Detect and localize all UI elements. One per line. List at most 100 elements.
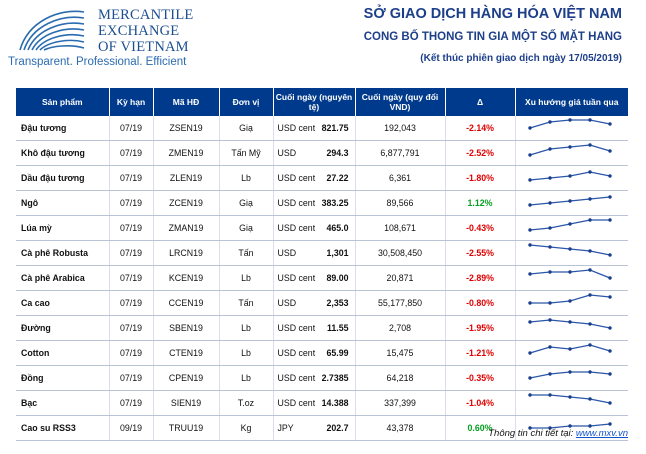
term: 09/19 <box>109 415 154 441</box>
contract-code: ZLEN19 <box>153 165 220 191</box>
product-name: Lúa mỳ <box>16 215 110 241</box>
trend-sparkline <box>527 218 612 232</box>
session-note: (Kết thúc phiên giao dịch ngày 17/05/201… <box>420 53 622 64</box>
term: 07/19 <box>109 315 154 341</box>
trend-cell <box>515 116 628 141</box>
trend-point <box>587 370 592 374</box>
trend-sparkline <box>527 268 612 280</box>
trend-point <box>607 253 612 257</box>
trend-point <box>587 218 592 222</box>
trend-sparkline <box>527 118 612 130</box>
trend-sparkline <box>527 293 612 305</box>
trend-point <box>607 372 612 376</box>
page-subtitle: CONG BỐ THONG TIN GIA MỘT SỐ MẶT HANG <box>363 31 622 43</box>
unit: Lb <box>219 265 274 291</box>
trend-sparkline <box>527 370 612 380</box>
price: 2,353 <box>326 298 349 308</box>
unit: Lb <box>219 315 274 341</box>
price-vnd: 55,177,850 <box>355 290 446 316</box>
table-row: Dầu đậu tương 07/19 ZLEN19 Lb USD cent 27.22 6… <box>16 165 628 191</box>
contract-code: ZCEN19 <box>153 190 220 216</box>
table-row: Ngô 07/19 ZCEN19 Giạ USD cent 383.25 89,566 1.1… <box>16 190 628 216</box>
unit: Kg <box>219 415 274 441</box>
trend-point <box>547 226 552 230</box>
website-link[interactable]: www.mxv.vn <box>575 428 628 439</box>
trend-point <box>547 345 552 349</box>
page-title: SỞ GIAO DỊCH HÀNG HÓA VIỆT NAM <box>363 6 622 22</box>
product-name: Đường <box>16 315 110 341</box>
trend-point <box>567 118 572 122</box>
trend-point <box>567 199 572 203</box>
price-vnd: 192,043 <box>355 116 446 141</box>
footer-text: Thông tin chi tiết tại: <box>488 428 576 439</box>
change-value: -1.21% <box>445 340 516 366</box>
table-row: Khô đậu tương 07/19 ZMEN19 Tấn Mỹ USD 294.3 6,… <box>16 140 628 166</box>
logo-wordmark: MERCANTILE EXCHANGE OF VIETNAM <box>98 7 218 55</box>
currency: USD cent <box>277 123 316 133</box>
logo-line3: OF VIETNAM <box>98 39 189 55</box>
contract-code: CCEN19 <box>153 290 220 316</box>
term: 07/19 <box>109 290 154 316</box>
trend-cell <box>515 265 628 291</box>
price-vnd: 89,566 <box>355 190 446 216</box>
unit: Lb <box>219 340 274 366</box>
change-value: 1.12% <box>445 190 516 216</box>
term: 07/19 <box>109 365 154 391</box>
price-cell: USD 294.3 <box>273 140 356 166</box>
product-name: Bạc <box>16 390 110 416</box>
price-vnd: 2,708 <box>355 315 446 341</box>
change-value: -2.89% <box>445 265 516 291</box>
price: 89.00 <box>326 273 349 283</box>
currency: JPY <box>277 423 294 433</box>
price-cell: USD cent 89.00 <box>273 265 356 291</box>
trend-point <box>567 222 572 226</box>
trend-point <box>607 218 612 222</box>
price: 294.3 <box>326 148 349 158</box>
trend-point <box>587 424 592 428</box>
price-vnd: 108,671 <box>355 215 446 241</box>
change-value: -2.52% <box>445 140 516 166</box>
table-row: Đồng 07/19 CPEN19 Lb USD cent 2.7385 64,218 -0.… <box>16 365 628 391</box>
change-value: -0.80% <box>445 290 516 316</box>
trend-sparkline <box>527 143 612 157</box>
trend-point <box>607 401 612 405</box>
price: 1,301 <box>326 248 349 258</box>
trend-point <box>527 228 532 232</box>
trend-point <box>547 245 552 249</box>
contract-code: CPEN19 <box>153 365 220 391</box>
trend-point <box>587 118 592 122</box>
change-value: -0.43% <box>445 215 516 241</box>
table-row: Đường 07/19 SBEN19 Lb USD cent 11.55 2,708 -1.9… <box>16 315 628 341</box>
trend-point <box>587 397 592 401</box>
unit: Giạ <box>219 190 274 216</box>
trend-point <box>527 178 532 182</box>
unit: Giạ <box>219 116 274 141</box>
col-header-term: Kỳ hạn <box>109 88 154 116</box>
trend-point <box>547 147 552 151</box>
table-header-row: Sản phẩm Kỳ hạn Mã HĐ Đơn vị Cuối ngày (… <box>16 88 628 116</box>
trend-point <box>547 426 552 430</box>
price: 821.75 <box>321 123 349 133</box>
trend-point <box>607 149 612 153</box>
contract-code: ZSEN19 <box>153 116 220 141</box>
price: 202.7 <box>326 423 349 433</box>
table-body: Đậu tương 07/19 ZSEN19 Giạ USD cent 821.75 192… <box>16 116 628 441</box>
price-cell: USD cent 11.55 <box>273 315 356 341</box>
trend-sparkline <box>527 170 612 182</box>
price-cell: USD cent 383.25 <box>273 190 356 216</box>
price-vnd: 64,218 <box>355 365 446 391</box>
unit: Lb <box>219 165 274 191</box>
trend-point <box>567 174 572 178</box>
table-row: Lúa mỳ 07/19 ZMAN19 Giạ USD cent 465.0 108,671… <box>16 215 628 241</box>
product-name: Đồng <box>16 365 110 391</box>
trend-point <box>547 318 552 322</box>
contract-code: ZMAN19 <box>153 215 220 241</box>
term: 07/19 <box>109 390 154 416</box>
price: 383.25 <box>321 198 349 208</box>
trend-point <box>567 395 572 399</box>
trend-sparkline <box>527 195 612 207</box>
price-table: Sản phẩm Kỳ hạn Mã HĐ Đơn vị Cuối ngày (… <box>16 88 628 441</box>
trend-point <box>567 347 572 351</box>
product-name: Khô đậu tương <box>16 140 110 166</box>
currency: USD <box>277 248 297 258</box>
